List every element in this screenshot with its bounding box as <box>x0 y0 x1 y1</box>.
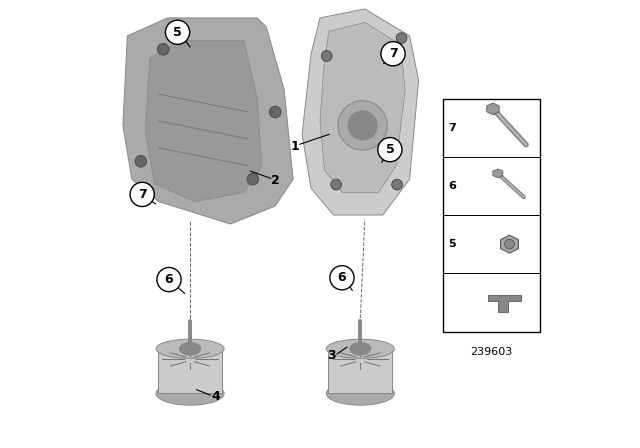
Ellipse shape <box>326 339 394 358</box>
Polygon shape <box>158 349 222 393</box>
Polygon shape <box>123 18 293 224</box>
Circle shape <box>247 173 259 185</box>
FancyBboxPatch shape <box>443 99 540 332</box>
Circle shape <box>130 182 154 207</box>
Text: 6: 6 <box>338 271 346 284</box>
Circle shape <box>157 267 181 292</box>
Circle shape <box>165 20 189 44</box>
Text: 7: 7 <box>388 47 397 60</box>
Polygon shape <box>320 22 405 193</box>
Ellipse shape <box>156 382 224 405</box>
Text: 7: 7 <box>448 123 456 133</box>
Ellipse shape <box>156 339 224 358</box>
Ellipse shape <box>179 342 201 355</box>
Circle shape <box>338 101 387 150</box>
Circle shape <box>348 111 378 140</box>
Text: 5: 5 <box>449 239 456 249</box>
Polygon shape <box>493 169 503 178</box>
Text: 2: 2 <box>271 173 280 187</box>
Circle shape <box>269 106 281 118</box>
Circle shape <box>392 179 403 190</box>
Text: 5: 5 <box>173 26 182 39</box>
Ellipse shape <box>326 382 394 405</box>
Polygon shape <box>145 40 262 202</box>
Polygon shape <box>328 349 392 393</box>
Text: 1: 1 <box>291 139 300 153</box>
Polygon shape <box>302 9 419 215</box>
Polygon shape <box>487 103 499 115</box>
Text: 6: 6 <box>448 181 456 191</box>
Text: 3: 3 <box>327 349 335 362</box>
Circle shape <box>157 43 169 55</box>
Text: 239603: 239603 <box>470 347 513 357</box>
Ellipse shape <box>349 342 371 355</box>
Circle shape <box>381 42 405 66</box>
Circle shape <box>331 179 342 190</box>
Circle shape <box>135 155 147 167</box>
Polygon shape <box>488 295 521 312</box>
Circle shape <box>321 51 332 61</box>
Circle shape <box>396 33 407 43</box>
Circle shape <box>504 239 515 249</box>
Circle shape <box>330 266 354 290</box>
Text: 6: 6 <box>164 273 173 286</box>
Text: 7: 7 <box>138 188 147 201</box>
Circle shape <box>378 138 402 162</box>
Text: 5: 5 <box>385 143 394 156</box>
Text: 4: 4 <box>212 390 220 403</box>
Polygon shape <box>500 235 518 253</box>
